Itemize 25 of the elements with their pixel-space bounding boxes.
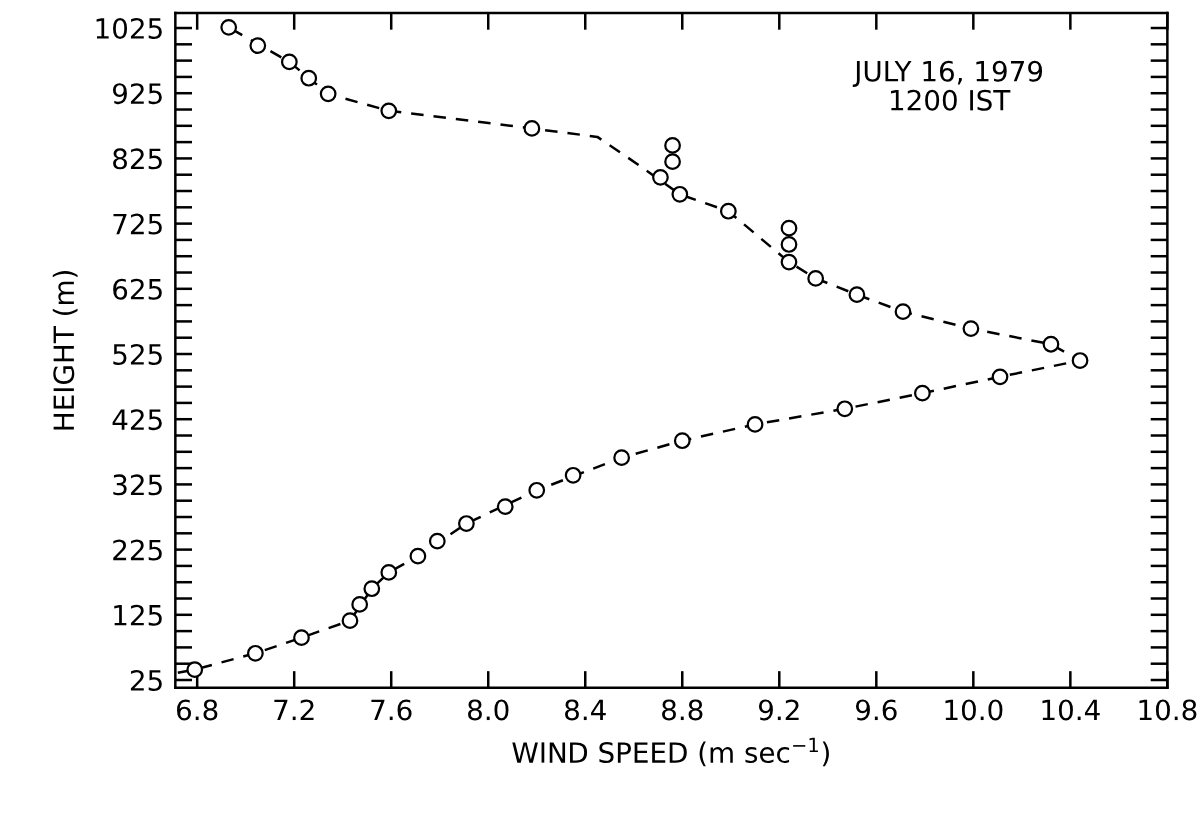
y-tick-label: 125: [114, 604, 162, 626]
annotation: JULY 16, 1979 1200 IST: [852, 60, 1043, 111]
y-tick-label: 725: [113, 213, 162, 235]
x-tick-label: 9.2: [758, 699, 799, 721]
x-tick-label: 7.6: [371, 699, 412, 721]
y-tick-label: 625: [113, 278, 162, 300]
y-axis-title: HEIGHT (m): [52, 271, 78, 430]
x-tick-label: 10.0: [945, 699, 1003, 721]
y-tick-label: 25: [130, 669, 162, 691]
y-tick-label: 925: [112, 83, 162, 105]
y-tick-label: 1025: [96, 17, 162, 39]
x-tick-label: 9.6: [855, 699, 897, 721]
y-tick-label: 825: [113, 148, 162, 170]
x-tick-label: 8.4: [565, 699, 606, 721]
y-tick-label: 225: [113, 539, 162, 561]
y-tick-label: 525: [113, 343, 162, 365]
x-axis-title: WIND SPEED (m sec$^{−1}$): [512, 737, 829, 767]
y-tick-label: 325: [113, 474, 162, 496]
x-tick-label: 8.8: [662, 699, 703, 721]
x-tick-label: 10.4: [1042, 699, 1100, 721]
x-tick-label: 8.0: [468, 699, 509, 721]
x-tick-label: 6.8: [177, 699, 218, 721]
y-tick-label: 425: [112, 409, 162, 431]
x-tick-label: 7.2: [274, 699, 314, 721]
x-tick-label: 10.8: [1139, 699, 1197, 721]
